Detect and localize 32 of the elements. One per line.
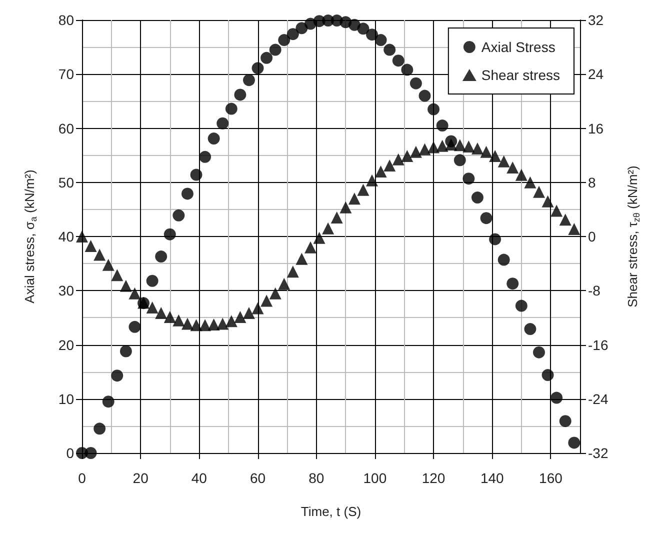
y2-tick-label: 16 [588,120,604,136]
y-axis-title: Axial stress, σa (kN/m²) [22,170,38,304]
x-tick-label: 40 [191,470,208,486]
x-tick-label: 160 [539,470,563,486]
y2-tick-label: 32 [588,12,604,28]
y2-tick-label: 24 [588,66,604,82]
legend-label: Shear stress [481,67,560,83]
x-tick-label: 60 [250,470,266,486]
y2-tick-label: -32 [588,445,608,461]
x-axis-title: Time, t (S) [300,504,362,519]
y-tick-label: 40 [58,228,74,244]
legend-label: Axial Stress [481,39,556,55]
y-tick-label: 10 [58,390,74,407]
x-tick-label: 100 [363,470,387,486]
y-tick-label: 70 [58,66,74,82]
y-tick-label: 60 [58,120,74,136]
x-tick-label: 120 [422,470,446,486]
y2-tick-label: -24 [588,390,608,407]
y2-tick-label: -16 [588,336,608,353]
y-tick-label: 50 [58,174,74,190]
y2-tick-label: -8 [588,282,601,299]
x-tick-label: 140 [480,470,504,486]
x-tick-label: 0 [78,470,86,486]
x-tick-label: 20 [132,470,149,486]
x-tick-label: 80 [308,470,324,486]
y-tick-label: 80 [58,12,74,28]
y2-axis-title: Shear stress, τzθ (kN/m²) [625,166,642,308]
y-tick-label: 0 [66,445,74,461]
y-tick-label: 20 [58,336,74,353]
y2-tick-label: 0 [588,228,596,244]
y-tick-label: 30 [58,282,74,299]
y2-tick-label: 8 [588,174,596,190]
